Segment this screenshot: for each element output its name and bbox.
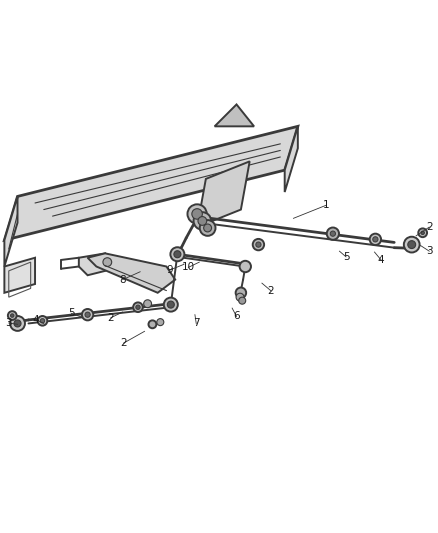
Circle shape: [370, 233, 381, 245]
Text: 3: 3: [5, 318, 12, 328]
Circle shape: [236, 293, 244, 301]
Polygon shape: [215, 104, 254, 126]
Polygon shape: [4, 197, 18, 266]
Circle shape: [103, 258, 112, 266]
Circle shape: [421, 231, 424, 235]
Polygon shape: [285, 126, 298, 192]
Circle shape: [85, 312, 90, 317]
Text: 2: 2: [107, 313, 114, 323]
Circle shape: [38, 316, 47, 326]
Polygon shape: [88, 253, 175, 293]
Circle shape: [157, 319, 164, 326]
Circle shape: [327, 228, 339, 240]
Circle shape: [167, 301, 174, 308]
Text: 2: 2: [267, 286, 274, 296]
Text: 4: 4: [32, 315, 39, 325]
Text: 6: 6: [233, 311, 240, 321]
Polygon shape: [4, 126, 298, 240]
Circle shape: [82, 309, 93, 320]
Circle shape: [11, 314, 14, 317]
Circle shape: [14, 320, 21, 327]
Circle shape: [194, 212, 211, 230]
Circle shape: [198, 216, 207, 225]
Circle shape: [192, 209, 202, 219]
Circle shape: [204, 224, 212, 232]
Circle shape: [133, 302, 143, 312]
Circle shape: [10, 316, 25, 331]
Text: 10: 10: [182, 262, 195, 272]
Circle shape: [8, 311, 17, 320]
Circle shape: [253, 239, 264, 251]
Circle shape: [404, 237, 420, 253]
Text: 5: 5: [68, 309, 75, 318]
Circle shape: [174, 251, 181, 258]
Circle shape: [170, 247, 184, 261]
Circle shape: [164, 297, 178, 312]
Circle shape: [240, 261, 251, 272]
Text: 2: 2: [120, 338, 127, 348]
Polygon shape: [4, 258, 35, 293]
Circle shape: [40, 319, 45, 323]
Circle shape: [256, 242, 261, 247]
Polygon shape: [197, 161, 250, 227]
Text: 5: 5: [343, 252, 350, 262]
Text: 2: 2: [426, 222, 433, 232]
Text: 3: 3: [426, 246, 433, 256]
Circle shape: [200, 220, 215, 236]
Text: 7: 7: [193, 318, 200, 328]
Circle shape: [136, 305, 140, 310]
Polygon shape: [79, 253, 105, 275]
Circle shape: [144, 300, 152, 308]
Text: 8: 8: [119, 274, 126, 285]
Circle shape: [236, 287, 246, 298]
Text: 9: 9: [166, 265, 173, 275]
Circle shape: [373, 237, 378, 242]
Circle shape: [408, 241, 416, 248]
Text: 1: 1: [323, 200, 330, 210]
Circle shape: [148, 320, 156, 328]
Circle shape: [418, 229, 427, 237]
Circle shape: [187, 204, 207, 223]
Circle shape: [239, 297, 246, 304]
Text: 4: 4: [378, 255, 385, 265]
Circle shape: [330, 231, 336, 236]
